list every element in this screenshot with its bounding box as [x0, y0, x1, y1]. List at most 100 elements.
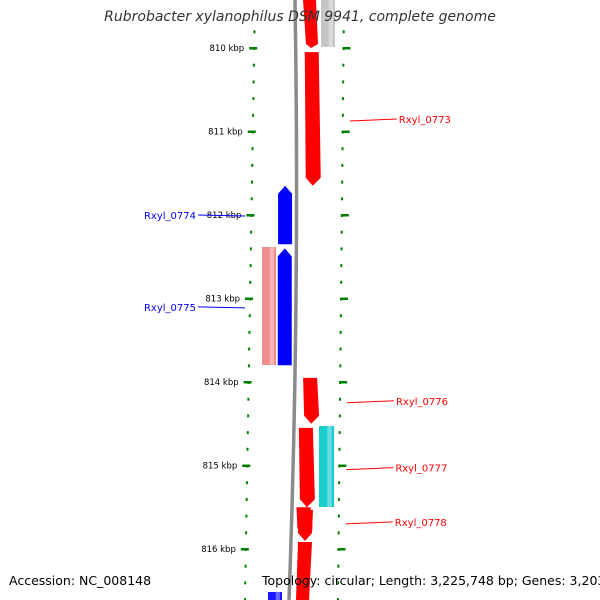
- partial-gene-arrow: [303, 0, 318, 48]
- gene-label-rxyl_0777: Rxyl_0777: [395, 464, 447, 475]
- ruler-tick-label: 814 kbp: [204, 378, 239, 388]
- ruler-dot: [340, 264, 343, 268]
- gene-label-rxyl_0778: Rxyl_0778: [395, 518, 447, 529]
- ruler-dot: [249, 264, 252, 268]
- ruler-dot: [339, 314, 342, 318]
- gene-label-rxyl_0776: Rxyl_0776: [396, 397, 448, 408]
- ruler-dot: [342, 97, 345, 101]
- gene-label-rxyl_0774: Rxyl_0774: [144, 211, 196, 222]
- genome-title: Rubrobacter xylanophilus DSM 9941, compl…: [104, 9, 496, 25]
- ruler-tick-left: [240, 548, 249, 551]
- ruler-dot: [248, 347, 251, 351]
- ruler-tick-right: [340, 214, 349, 217]
- ruler-dot: [250, 197, 253, 201]
- ruler-dot: [245, 514, 248, 518]
- ruler-dot: [251, 163, 254, 167]
- ruler-dot: [245, 481, 248, 485]
- gene-leader-line: [346, 467, 394, 471]
- gene-arrow-rxyl_0775: [277, 248, 292, 366]
- genome-backbone: [287, 0, 299, 600]
- ruler-dot: [247, 364, 250, 368]
- partial-gene-arrow: [296, 542, 312, 600]
- ruler-dot: [245, 497, 248, 501]
- ruler-tick-left: [247, 130, 256, 133]
- ruler-tick-left: [245, 297, 254, 300]
- ruler-dot: [246, 447, 249, 451]
- ruler-dot: [339, 330, 342, 334]
- ruler-dot: [342, 80, 345, 84]
- feature-highlight: [327, 426, 332, 507]
- genome-summary-text: Topology: circular; Length: 3,225,748 bp…: [262, 573, 600, 588]
- ruler-dot: [244, 564, 247, 568]
- ruler-dot: [250, 180, 253, 184]
- ruler-dot: [253, 30, 256, 34]
- ruler-dot: [252, 80, 255, 84]
- ruler-dot: [251, 147, 254, 151]
- ruler-tick-label: 816 kbp: [201, 545, 236, 555]
- ruler-tick-right: [340, 297, 349, 300]
- feature-blocks: [262, 0, 335, 600]
- ruler-dot: [246, 431, 249, 435]
- gene-leader-line: [346, 400, 395, 404]
- feature-highlight: [328, 0, 333, 47]
- ruler-dot: [338, 497, 341, 501]
- ruler-dot: [340, 247, 343, 251]
- feature-highlight: [275, 592, 280, 600]
- ruler-dot: [340, 230, 343, 234]
- ruler-dot: [342, 63, 345, 67]
- ruler-dot: [337, 564, 340, 568]
- gene-arrow-rxyl_0776: [303, 377, 320, 424]
- ruler-tick-left: [249, 47, 258, 50]
- ruler-dot: [338, 481, 341, 485]
- ruler-dot: [342, 30, 345, 34]
- ruler-tick-right: [342, 47, 351, 50]
- ruler-dot: [337, 598, 340, 600]
- gene-leader-line: [197, 214, 246, 217]
- ruler-dot: [249, 247, 252, 251]
- gene-leader-line: [197, 306, 246, 309]
- ruler-dot: [339, 397, 342, 401]
- ruler-tick-label: 815 kbp: [203, 462, 238, 472]
- ruler-dot: [248, 330, 251, 334]
- ruler-dot: [247, 414, 250, 418]
- ruler-dot: [252, 97, 255, 101]
- ruler-tick-right: [341, 130, 350, 133]
- ruler-dot: [341, 163, 344, 167]
- ruler-dot: [337, 514, 340, 518]
- gene-leader-line: [349, 118, 397, 122]
- gene-arrow-rxyl_0774: [278, 185, 293, 245]
- gene-arrow-rxyl_0773: [304, 52, 321, 186]
- feature-highlight: [269, 247, 274, 365]
- ruler-dot: [340, 280, 343, 284]
- ruler-tick-right: [337, 548, 346, 551]
- gene-arrow-rxyl_0777: [298, 427, 315, 508]
- gene-label-rxyl_0773: Rxyl_0773: [399, 115, 451, 126]
- ruler-tick-left: [246, 214, 255, 217]
- gene-labels: Rxyl_0773 Rxyl_0774 Rxyl_0775 Rxyl_0776 Rxyl…: [144, 115, 451, 529]
- ruler-dot: [339, 347, 342, 351]
- ruler-dot: [338, 431, 341, 435]
- ruler-dot: [341, 147, 344, 151]
- faded-feature-block: [321, 0, 335, 47]
- ruler-dot: [252, 113, 255, 117]
- ruler-dot: [337, 531, 340, 535]
- accession-text: Accession: NC_008148: [9, 573, 152, 588]
- ruler-tick-label: 810 kbp: [210, 44, 245, 54]
- ruler-dot: [244, 581, 247, 585]
- faded-feature-block: [262, 247, 276, 365]
- ruler-dot: [252, 63, 255, 67]
- reverse-feature-block: [268, 592, 282, 600]
- ruler-dot: [249, 280, 252, 284]
- ruler-dot: [339, 364, 342, 368]
- ruler-tick-left: [243, 381, 252, 384]
- ruler-tick-label: 813 kbp: [205, 295, 240, 305]
- ruler-dot: [341, 113, 344, 117]
- ruler-dot: [247, 397, 250, 401]
- ruler-dot: [338, 447, 341, 451]
- rna-feature-block: [319, 426, 334, 507]
- ruler-tick-right: [338, 464, 347, 467]
- ruler-dot: [338, 414, 341, 418]
- ruler-tick-left: [242, 464, 251, 467]
- gene-label-rxyl_0775: Rxyl_0775: [144, 303, 196, 314]
